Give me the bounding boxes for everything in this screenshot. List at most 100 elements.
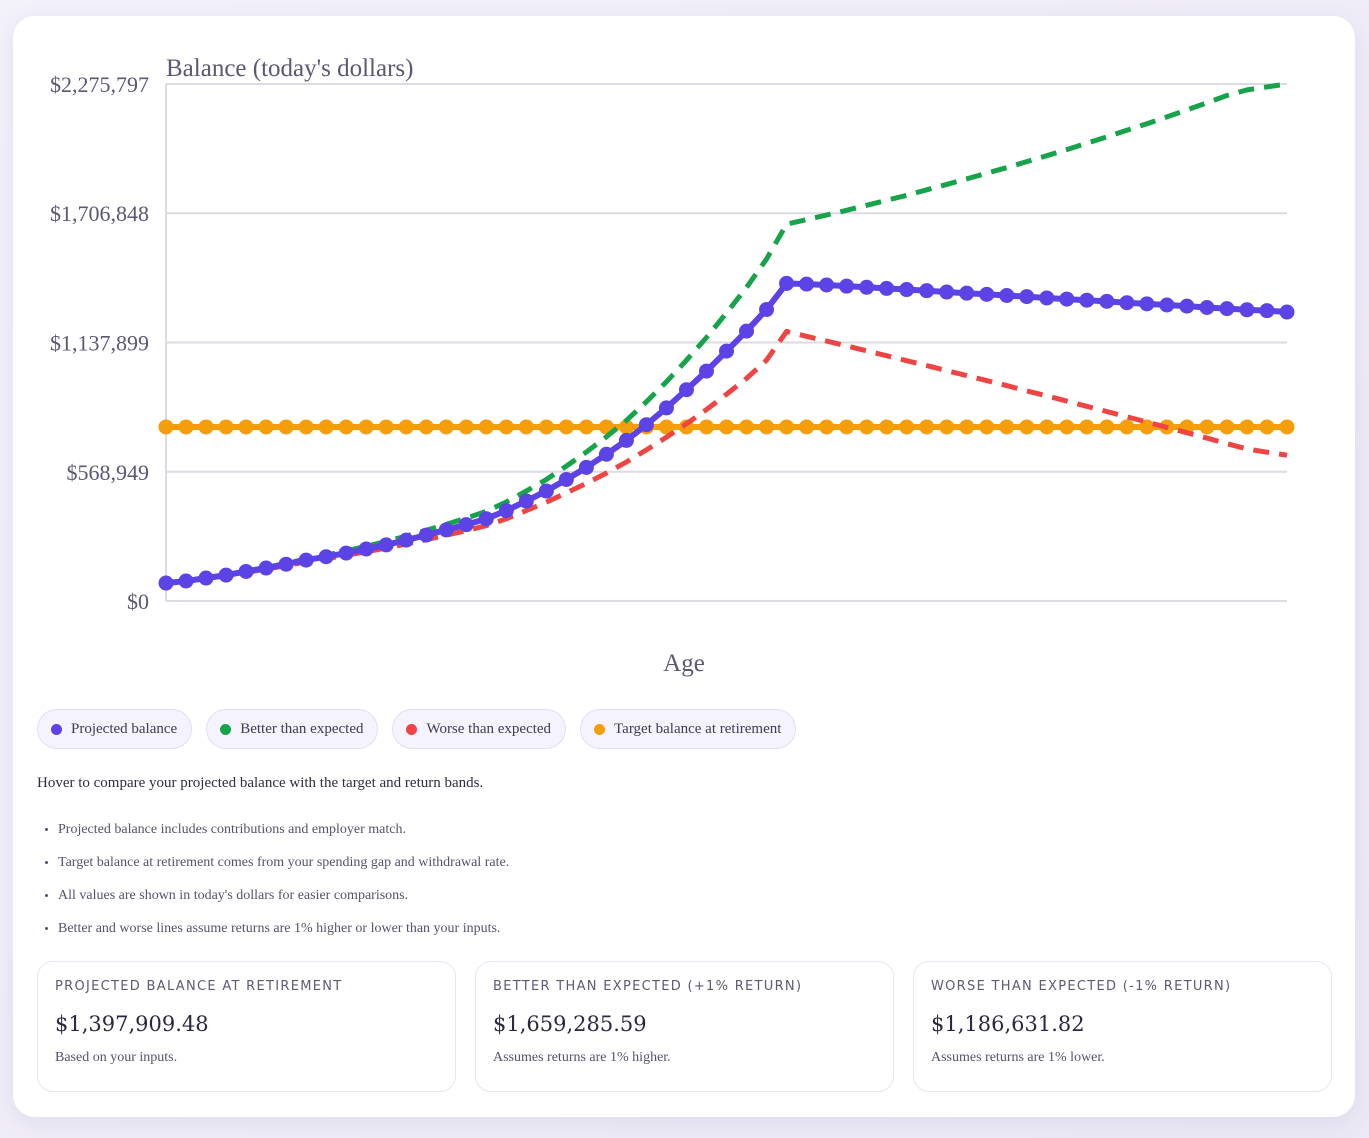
data-point[interactable]	[1079, 292, 1095, 308]
data-point[interactable]	[378, 419, 394, 435]
legend-item-better[interactable]: Better than expected	[206, 709, 379, 749]
data-point[interactable]	[1239, 302, 1255, 318]
balance-chart[interactable]: $0 $568,949 $1,137,899 $1,706,848 $2,275,797…	[13, 16, 1355, 686]
data-point[interactable]	[478, 419, 494, 435]
data-point[interactable]	[478, 511, 494, 527]
data-point[interactable]	[698, 363, 714, 379]
data-point[interactable]	[839, 419, 855, 435]
data-point[interactable]	[538, 419, 554, 435]
data-point[interactable]	[1079, 419, 1095, 435]
data-point[interactable]	[1119, 419, 1135, 435]
data-point[interactable]	[338, 545, 354, 561]
data-point[interactable]	[338, 419, 354, 435]
data-point[interactable]	[418, 527, 434, 543]
data-point[interactable]	[158, 419, 174, 435]
data-point[interactable]	[759, 419, 775, 435]
data-point[interactable]	[859, 419, 875, 435]
data-point[interactable]	[1179, 298, 1195, 314]
data-point[interactable]	[719, 419, 734, 435]
data-point[interactable]	[1219, 419, 1235, 435]
data-point[interactable]	[1119, 295, 1135, 311]
data-point[interactable]	[1059, 419, 1075, 435]
data-point[interactable]	[779, 419, 795, 435]
data-point[interactable]	[358, 419, 374, 435]
data-point[interactable]	[939, 284, 955, 300]
data-point[interactable]	[779, 275, 795, 291]
data-point[interactable]	[278, 419, 294, 435]
data-point[interactable]	[558, 471, 574, 487]
data-point[interactable]	[598, 446, 614, 462]
data-point[interactable]	[1139, 296, 1155, 312]
data-point[interactable]	[618, 432, 634, 448]
data-point[interactable]	[899, 282, 915, 298]
data-point[interactable]	[719, 343, 734, 359]
data-point[interactable]	[1039, 419, 1055, 435]
data-point[interactable]	[578, 419, 594, 435]
data-point[interactable]	[618, 419, 634, 435]
data-point[interactable]	[178, 419, 194, 435]
data-point[interactable]	[198, 419, 214, 435]
data-point[interactable]	[558, 419, 574, 435]
data-point[interactable]	[238, 419, 254, 435]
data-point[interactable]	[198, 570, 214, 586]
data-point[interactable]	[1039, 290, 1055, 306]
data-point[interactable]	[278, 556, 294, 572]
data-point[interactable]	[1239, 419, 1255, 435]
data-point[interactable]	[438, 419, 454, 435]
data-point[interactable]	[939, 419, 955, 435]
data-point[interactable]	[358, 541, 374, 557]
data-point[interactable]	[1199, 419, 1215, 435]
data-point[interactable]	[919, 419, 935, 435]
data-point[interactable]	[298, 552, 314, 568]
data-point[interactable]	[1219, 301, 1235, 317]
data-point[interactable]	[819, 419, 835, 435]
data-point[interactable]	[799, 419, 815, 435]
data-point[interactable]	[458, 419, 474, 435]
data-point[interactable]	[1059, 291, 1075, 307]
data-point[interactable]	[879, 280, 895, 296]
data-point[interactable]	[1159, 297, 1175, 313]
data-point[interactable]	[518, 493, 534, 509]
data-point[interactable]	[218, 567, 234, 583]
data-point[interactable]	[959, 419, 975, 435]
data-point[interactable]	[1019, 289, 1035, 305]
data-point[interactable]	[1279, 304, 1295, 320]
data-point[interactable]	[418, 419, 434, 435]
data-point[interactable]	[979, 286, 995, 302]
data-point[interactable]	[919, 283, 935, 299]
data-point[interactable]	[999, 287, 1015, 303]
legend-item-projected[interactable]: Projected balance	[37, 709, 193, 749]
data-point[interactable]	[1279, 419, 1295, 435]
data-point[interactable]	[1099, 293, 1115, 309]
data-point[interactable]	[959, 285, 975, 301]
data-point[interactable]	[1199, 299, 1215, 315]
legend-item-worse[interactable]: Worse than expected	[392, 709, 567, 749]
data-point[interactable]	[538, 483, 554, 499]
data-point[interactable]	[258, 419, 274, 435]
data-point[interactable]	[1019, 419, 1035, 435]
data-point[interactable]	[298, 419, 314, 435]
data-point[interactable]	[759, 302, 775, 318]
data-point[interactable]	[1139, 419, 1155, 435]
data-point[interactable]	[658, 400, 674, 416]
data-point[interactable]	[739, 419, 755, 435]
data-point[interactable]	[658, 419, 674, 435]
data-point[interactable]	[739, 323, 755, 339]
data-point[interactable]	[398, 419, 414, 435]
data-point[interactable]	[819, 277, 835, 293]
data-point[interactable]	[859, 279, 875, 295]
data-point[interactable]	[458, 517, 474, 533]
data-point[interactable]	[318, 549, 334, 565]
data-point[interactable]	[318, 419, 334, 435]
data-point[interactable]	[678, 382, 694, 398]
data-point[interactable]	[979, 419, 995, 435]
data-point[interactable]	[839, 278, 855, 294]
data-point[interactable]	[378, 537, 394, 553]
data-point[interactable]	[698, 419, 714, 435]
data-point[interactable]	[398, 532, 414, 548]
data-point[interactable]	[498, 503, 514, 519]
data-point[interactable]	[178, 573, 194, 589]
data-point[interactable]	[999, 419, 1015, 435]
data-point[interactable]	[258, 560, 274, 576]
data-point[interactable]	[638, 417, 654, 433]
